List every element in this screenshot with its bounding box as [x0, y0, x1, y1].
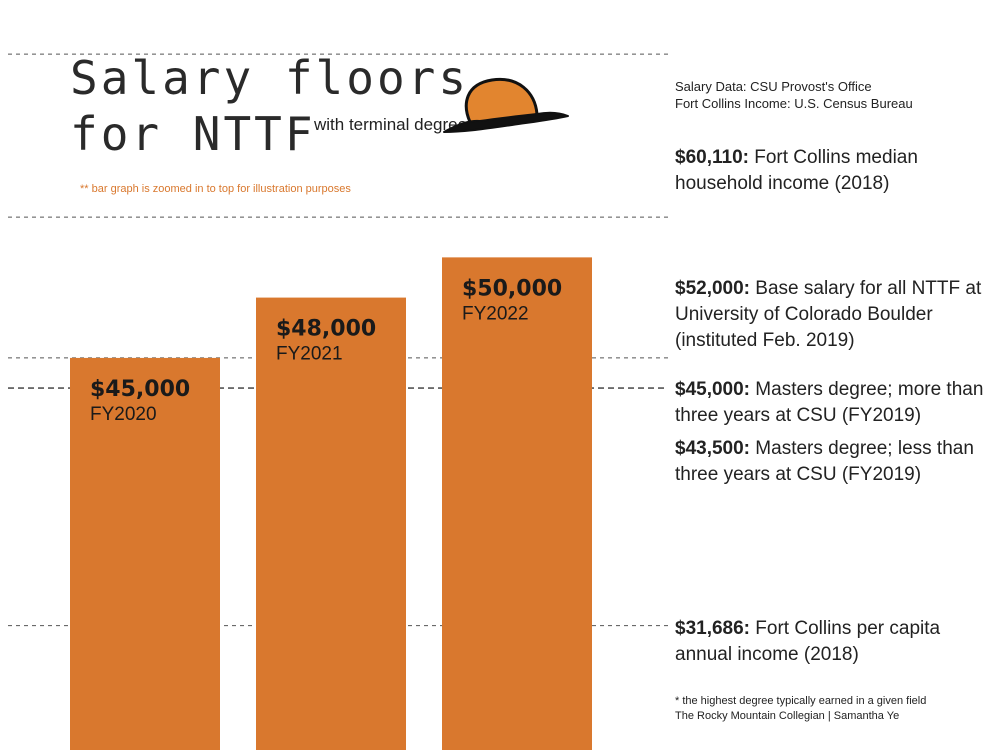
bar-value-label: $48,000 [276, 317, 376, 342]
reference-note-masters-less: $43,500: Masters degree; less than three… [675, 436, 995, 488]
chart-subtitle: with terminal degrees * [314, 115, 487, 134]
footnote: * the highest degree typically earned in… [675, 695, 927, 707]
reference-note-value: $45,000: [675, 379, 751, 400]
reference-note-text: Fort Collins median household income (20… [675, 147, 918, 194]
bar-value-label: $45,000 [90, 377, 190, 402]
hat-icon [443, 77, 569, 133]
reference-note-median-income: $60,110: Fort Collins median household i… [675, 145, 995, 197]
footer: * the highest degree typically earned in… [675, 694, 926, 724]
bar-category-label: FY2021 [276, 344, 343, 365]
source-salary: Salary Data: CSU Provost's Office [675, 79, 872, 94]
reference-note-value: $31,686: [675, 618, 751, 639]
bar [256, 297, 406, 750]
reference-note-text: Base salary for all NTTF at University o… [675, 278, 982, 351]
reference-note-text: Masters degree; less than three years at… [675, 438, 974, 485]
reference-note-text: Fort Collins per capita annual income (2… [675, 618, 941, 665]
sources: Salary Data: CSU Provost's Office Fort C… [675, 78, 913, 112]
reference-note-value: $60,110: [675, 147, 749, 168]
credit: The Rocky Mountain Collegian | Samantha … [675, 710, 900, 722]
bar [442, 257, 592, 750]
bar [70, 357, 220, 750]
source-income: Fort Collins Income: U.S. Census Bureau [675, 96, 913, 111]
reference-note-cu-boulder: $52,000: Base salary for all NTTF at Uni… [675, 276, 995, 354]
chart-title: Salary floors for NTTF [70, 50, 469, 162]
reference-note-value: $52,000: [675, 278, 751, 299]
bar-category-label: FY2022 [462, 303, 529, 324]
bar-category-label: FY2020 [90, 404, 157, 425]
reference-note-text: Masters degree; more than three years at… [675, 379, 984, 426]
title-line-1: Salary floors [70, 51, 470, 105]
reference-note-value: $43,500: [675, 438, 751, 459]
title-line-2: for NTTF [70, 107, 316, 161]
zoom-note: ** bar graph is zoomed in to top for ill… [80, 183, 351, 195]
reference-note-per-capita: $31,686: Fort Collins per capita annual … [675, 616, 995, 668]
reference-note-masters-more: $45,000: Masters degree; more than three… [675, 377, 995, 429]
bar-value-label: $50,000 [462, 276, 562, 301]
